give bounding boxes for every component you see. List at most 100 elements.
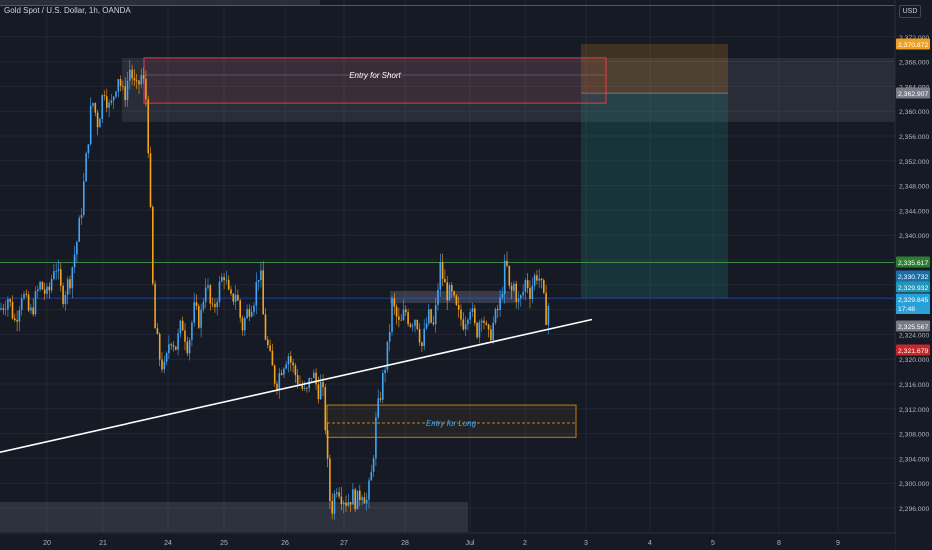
candle-body [520, 295, 522, 299]
candle-body [0, 308, 2, 310]
candle-body [179, 320, 182, 334]
position-target-area [581, 93, 728, 299]
time-tick-label: 24 [164, 540, 172, 547]
candle-body [294, 365, 297, 376]
candle-body [69, 279, 71, 289]
candle-body [232, 293, 235, 302]
candle-body [441, 262, 444, 279]
candle-body [487, 324, 490, 330]
candle-body [384, 369, 386, 374]
candle-body [283, 368, 285, 375]
candle-body [522, 291, 524, 296]
candle-body [46, 286, 48, 294]
candle-body [152, 206, 154, 284]
candle-body [184, 330, 186, 342]
candle-body [66, 279, 69, 295]
candle-body [250, 311, 253, 317]
candle-body [30, 307, 32, 311]
candle-body [342, 502, 345, 504]
candle-body [517, 298, 520, 303]
candle-body [214, 304, 216, 308]
candle-body [508, 265, 511, 286]
candle-body [96, 112, 99, 128]
candle-body [262, 270, 264, 315]
top-shade [0, 0, 320, 5]
price-tick-label: 2,300.000 [899, 481, 929, 488]
price-tick-label: 2,348.000 [899, 184, 929, 191]
candle-body [471, 308, 474, 312]
candle-body [333, 493, 336, 514]
candle-body [112, 96, 115, 101]
candle-body [195, 302, 198, 306]
candle-body [99, 119, 101, 128]
currency-button[interactable]: USD [899, 5, 921, 18]
candle-body [480, 320, 483, 323]
candle-body [368, 480, 370, 500]
candle-body [303, 387, 306, 389]
candle-body [129, 69, 131, 81]
candle-body [290, 356, 292, 363]
candle-body [536, 275, 538, 281]
candle-body [135, 80, 138, 82]
candle-body [241, 317, 244, 331]
candle-body [108, 102, 110, 108]
price-tick-label: 2,368.000 [899, 60, 929, 67]
candle-body [16, 320, 18, 322]
candle-body [163, 361, 166, 370]
candle-body [92, 103, 94, 106]
candle-body [469, 311, 471, 320]
price-badge: 2,329.845 [896, 293, 930, 305]
candle-body [191, 322, 193, 340]
candle-body [188, 339, 191, 354]
candle-body [292, 362, 294, 366]
candle-body [349, 502, 352, 505]
candle-body [478, 322, 481, 338]
candle-body [474, 308, 476, 323]
price-tick-label: 2,320.000 [899, 357, 929, 364]
short-entry-box [143, 57, 607, 104]
price-badge-bg [896, 270, 930, 282]
candle-body [354, 489, 356, 510]
candle-body [87, 144, 90, 154]
candle-body [131, 69, 133, 79]
candle-body [37, 289, 39, 292]
price-badge-label: 2,330.732 [898, 274, 928, 281]
price-badge: 2,325.567 [896, 320, 930, 332]
candle-body [193, 302, 195, 323]
price-tick-label: 2,344.000 [899, 208, 929, 215]
trend-line [0, 318, 593, 453]
candle-body [170, 344, 172, 346]
candle-body [154, 283, 156, 329]
candle-body [428, 309, 430, 324]
candle-body [379, 398, 382, 400]
candle-body [244, 318, 246, 331]
candle-body [462, 319, 465, 330]
candle-body [375, 417, 377, 459]
candle-body [119, 79, 122, 86]
candle-body [432, 322, 435, 325]
price-tick-label: 2,304.000 [899, 456, 929, 463]
candle-body [409, 324, 412, 327]
candle-body [363, 497, 366, 504]
candle-body [198, 305, 200, 328]
candle-body [510, 285, 513, 291]
candle-body [395, 306, 398, 317]
candle-body [345, 502, 347, 506]
candle-body [253, 305, 255, 312]
candle-body [425, 323, 428, 329]
price-badge-bg [896, 293, 930, 305]
candle-body [227, 279, 230, 290]
candle-body [76, 241, 78, 255]
candle-body [85, 153, 87, 182]
candle-body [331, 501, 333, 514]
long-entry-label: Entry for Long [426, 419, 477, 428]
candle-body [296, 375, 299, 385]
price-badge-bg [896, 38, 930, 50]
candle-body [540, 278, 543, 281]
candle-body [200, 309, 202, 328]
candle-body [172, 345, 175, 347]
candle-body [501, 294, 504, 298]
price-badge-label: 2,329.932 [898, 285, 928, 292]
